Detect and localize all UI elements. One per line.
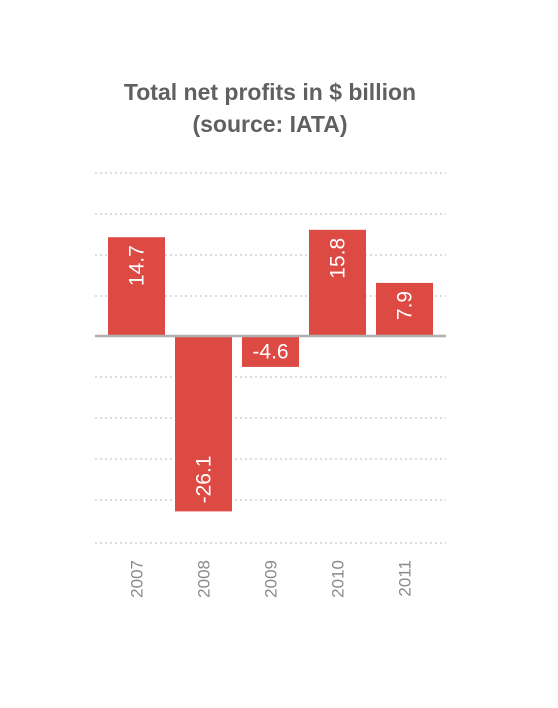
x-axis-tick-labels: 2007 2008 2009 2010 2011 [128,560,415,598]
bar-value-label-2008: -26.1 [193,456,216,504]
bar-2009 [242,336,299,367]
bar-2008 [175,336,232,512]
x-tick-label-2007: 2007 [128,560,147,598]
bar-value-label-2007: 14.7 [126,245,149,286]
x-tick-label-2010: 2010 [329,560,348,598]
bar-2007 [108,237,165,336]
bar-value-label-2009: -4.6 [252,340,288,363]
bar-2010 [309,229,366,336]
bar-layer [95,229,446,512]
chart-title-line-2: (source: IATA) [192,111,348,137]
x-tick-label-2011: 2011 [396,560,415,597]
bar-value-label-2011: 7.9 [394,291,417,320]
grid-layer [95,172,446,544]
chart-title-line-1: Total net profits in $ billion [123,79,417,105]
bar-2011 [376,282,433,336]
chart-title: Total net profits in $ billion (source: … [0,76,540,140]
bar-value-labels: 14.7 -26.1 -4.6 15.8 7.9 [126,238,417,504]
bar-value-label-2010: 15.8 [327,238,350,279]
x-tick-label-2009: 2009 [262,560,281,598]
x-tick-label-2008: 2008 [195,560,214,598]
